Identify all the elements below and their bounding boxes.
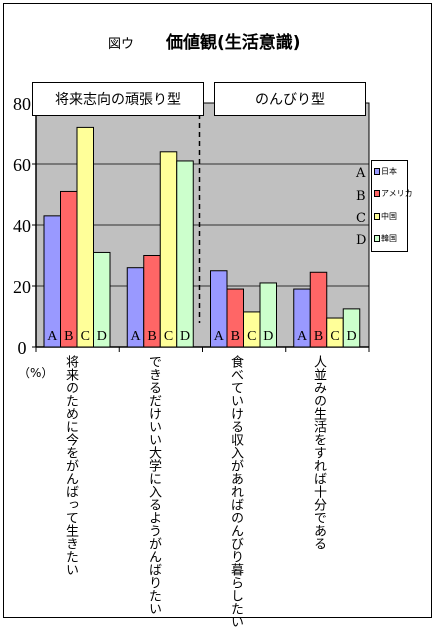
figure-label: 図ウ [108, 37, 135, 52]
bar-letter-cat3-1: A [214, 329, 225, 344]
bar-letter-cat2-3: C [164, 329, 173, 344]
group-box-relaxed: のんびり型 [214, 82, 366, 116]
y-tick-label-20: 20 [13, 277, 31, 297]
category-label-1: 将来のために今をがんばって生きたい [63, 355, 78, 576]
bar-letter-cat1-3: C [81, 329, 90, 344]
side-letter-a: A [356, 166, 366, 181]
bar-letter-cat3-4: D [263, 329, 273, 344]
bar-cat4-4 [342, 308, 361, 348]
bar-cat2-4 [176, 160, 194, 348]
category-label-3: 食べていける収入があればのんびり暮らしたい [228, 355, 243, 628]
bar-cat1-2 [60, 190, 78, 348]
bar-letter-cat4-3: C [330, 329, 339, 344]
group-box-ambitious: 将来志向の頑張り型 [32, 82, 204, 116]
bar-letter-cat1-4: D [97, 329, 107, 344]
bar-letter-cat2-2: B [147, 329, 156, 344]
legend-item-korea: 韓国 [374, 234, 397, 244]
y-tick-label-40: 40 [13, 216, 31, 236]
unit-label: （%） [18, 366, 54, 380]
y-tick-label-60: 60 [13, 155, 31, 175]
legend-item-japan: 日本 [374, 167, 397, 177]
bar-letter-cat4-4: D [346, 329, 356, 344]
bar-cat2-3 [159, 151, 178, 348]
figure-frame [3, 3, 432, 618]
bar-letter-cat2-1: A [130, 329, 141, 344]
y-tick-label-0: 0 [18, 338, 27, 358]
bar-letter-cat1-2: B [64, 329, 73, 344]
legend-item-china: 中国 [374, 212, 397, 222]
category-label-4: 人並みの生活をすれば十分である [311, 355, 326, 550]
side-letter-d: D [356, 233, 367, 248]
figure-title: 価値観(生活意識) [166, 33, 301, 53]
bar-letter-cat3-3: C [247, 329, 256, 344]
bar-cat1-4 [93, 251, 111, 348]
bar-letter-cat4-1: A [297, 329, 308, 344]
bar-cat1-3 [76, 126, 94, 348]
bar-letter-cat2-4: D [180, 329, 190, 344]
legend-swatch-usa [374, 190, 380, 197]
legend-swatch-japan [374, 168, 380, 175]
bar-cat4-2 [309, 271, 328, 348]
category-label-2: できるだけいい大学に入るようがんばりたい [146, 355, 161, 615]
legend-swatch-china [374, 213, 380, 220]
y-tick-label-80: 80 [13, 94, 31, 114]
legend: 日本 アメリカ 中国 韓国 [371, 160, 413, 252]
bar-letter-cat4-2: B [314, 329, 323, 344]
legend-item-usa: アメリカ [374, 189, 413, 199]
legend-swatch-korea [374, 235, 380, 242]
bar-cat3-4 [259, 282, 277, 348]
side-letter-c: C [356, 211, 366, 226]
side-letter-b: B [356, 189, 366, 204]
bar-letter-cat3-2: B [231, 329, 240, 344]
bar-letter-cat1-1: A [47, 329, 58, 344]
bar-cat1-1 [43, 215, 61, 348]
